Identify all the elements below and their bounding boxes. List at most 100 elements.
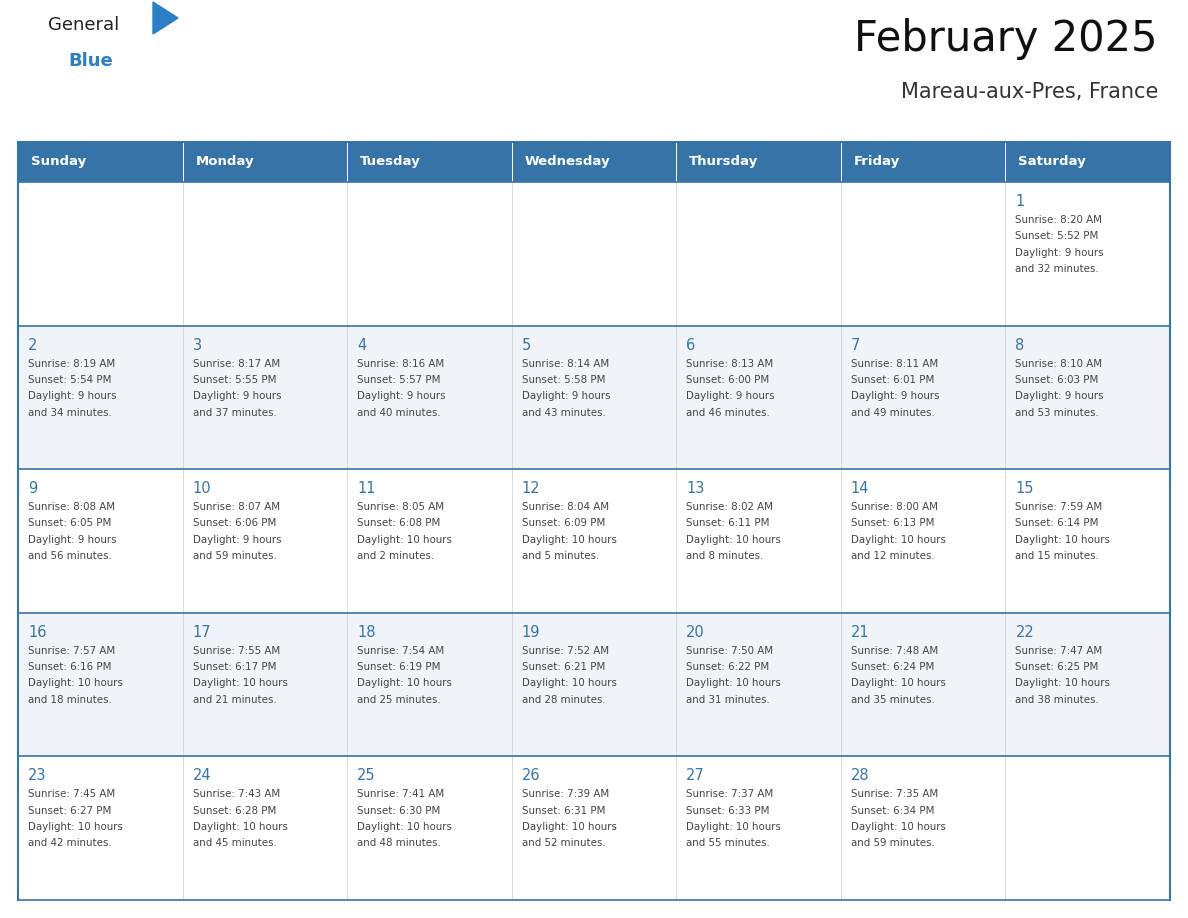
Text: and 59 minutes.: and 59 minutes. — [851, 838, 935, 848]
Bar — [512, 469, 676, 613]
Text: and 21 minutes.: and 21 minutes. — [192, 695, 276, 705]
Bar — [1005, 326, 1170, 469]
Bar — [347, 613, 512, 756]
Text: Daylight: 9 hours: Daylight: 9 hours — [522, 391, 611, 401]
Text: Daylight: 10 hours: Daylight: 10 hours — [192, 678, 287, 688]
Text: 12: 12 — [522, 481, 541, 497]
Bar — [18, 182, 183, 326]
Text: 14: 14 — [851, 481, 870, 497]
Text: 1: 1 — [1016, 194, 1025, 209]
Text: Sunday: Sunday — [31, 155, 87, 169]
Text: 7: 7 — [851, 338, 860, 353]
Text: and 55 minutes.: and 55 minutes. — [687, 838, 770, 848]
Text: Sunrise: 7:35 AM: Sunrise: 7:35 AM — [851, 789, 939, 800]
Text: Sunrise: 7:39 AM: Sunrise: 7:39 AM — [522, 789, 609, 800]
Text: Sunset: 6:16 PM: Sunset: 6:16 PM — [29, 662, 112, 672]
Text: Sunrise: 7:54 AM: Sunrise: 7:54 AM — [358, 645, 444, 655]
Text: Sunset: 6:13 PM: Sunset: 6:13 PM — [851, 519, 934, 529]
Text: and 25 minutes.: and 25 minutes. — [358, 695, 441, 705]
Bar — [512, 756, 676, 900]
Text: Sunset: 6:11 PM: Sunset: 6:11 PM — [687, 519, 770, 529]
Text: Sunrise: 8:04 AM: Sunrise: 8:04 AM — [522, 502, 608, 512]
Text: and 53 minutes.: and 53 minutes. — [1016, 408, 1099, 418]
Text: Sunset: 6:09 PM: Sunset: 6:09 PM — [522, 519, 605, 529]
Bar — [1005, 613, 1170, 756]
Text: Sunset: 6:14 PM: Sunset: 6:14 PM — [1016, 519, 1099, 529]
Bar — [841, 142, 1005, 182]
Text: Sunset: 6:25 PM: Sunset: 6:25 PM — [1016, 662, 1099, 672]
Text: Sunrise: 7:57 AM: Sunrise: 7:57 AM — [29, 645, 115, 655]
Text: and 52 minutes.: and 52 minutes. — [522, 838, 606, 848]
Text: Sunrise: 8:16 AM: Sunrise: 8:16 AM — [358, 359, 444, 369]
Text: and 48 minutes.: and 48 minutes. — [358, 838, 441, 848]
Text: 9: 9 — [29, 481, 37, 497]
Text: Sunset: 5:58 PM: Sunset: 5:58 PM — [522, 375, 605, 385]
Bar — [183, 182, 347, 326]
Bar — [676, 469, 841, 613]
Text: Sunrise: 8:07 AM: Sunrise: 8:07 AM — [192, 502, 279, 512]
Bar — [18, 613, 183, 756]
Bar — [347, 326, 512, 469]
Text: Daylight: 9 hours: Daylight: 9 hours — [358, 391, 446, 401]
Text: Sunrise: 8:11 AM: Sunrise: 8:11 AM — [851, 359, 939, 369]
Text: Sunrise: 8:08 AM: Sunrise: 8:08 AM — [29, 502, 115, 512]
Text: Sunset: 6:21 PM: Sunset: 6:21 PM — [522, 662, 605, 672]
Text: Daylight: 10 hours: Daylight: 10 hours — [687, 822, 782, 832]
Text: Daylight: 10 hours: Daylight: 10 hours — [192, 822, 287, 832]
Text: Sunrise: 7:47 AM: Sunrise: 7:47 AM — [1016, 645, 1102, 655]
Text: 13: 13 — [687, 481, 704, 497]
Text: and 35 minutes.: and 35 minutes. — [851, 695, 935, 705]
Text: 22: 22 — [1016, 625, 1035, 640]
Text: Sunset: 6:17 PM: Sunset: 6:17 PM — [192, 662, 276, 672]
Text: and 45 minutes.: and 45 minutes. — [192, 838, 277, 848]
Text: Sunset: 6:08 PM: Sunset: 6:08 PM — [358, 519, 441, 529]
Text: Sunrise: 7:55 AM: Sunrise: 7:55 AM — [192, 645, 280, 655]
Text: Sunset: 6:34 PM: Sunset: 6:34 PM — [851, 806, 934, 816]
Text: Daylight: 10 hours: Daylight: 10 hours — [851, 678, 946, 688]
Text: Daylight: 10 hours: Daylight: 10 hours — [1016, 678, 1111, 688]
Text: Friday: Friday — [854, 155, 901, 169]
Text: Sunset: 6:31 PM: Sunset: 6:31 PM — [522, 806, 605, 816]
Bar — [183, 326, 347, 469]
Bar — [676, 326, 841, 469]
Text: Daylight: 10 hours: Daylight: 10 hours — [522, 678, 617, 688]
Text: Daylight: 10 hours: Daylight: 10 hours — [687, 535, 782, 544]
Text: and 42 minutes.: and 42 minutes. — [29, 838, 112, 848]
Bar — [183, 756, 347, 900]
Text: Sunrise: 8:00 AM: Sunrise: 8:00 AM — [851, 502, 937, 512]
Bar — [676, 756, 841, 900]
Text: Sunrise: 7:37 AM: Sunrise: 7:37 AM — [687, 789, 773, 800]
Text: February 2025: February 2025 — [854, 18, 1158, 60]
Bar — [841, 613, 1005, 756]
Text: Sunrise: 8:19 AM: Sunrise: 8:19 AM — [29, 359, 115, 369]
Text: 2: 2 — [29, 338, 37, 353]
Text: 16: 16 — [29, 625, 46, 640]
Text: Sunrise: 8:02 AM: Sunrise: 8:02 AM — [687, 502, 773, 512]
Text: and 37 minutes.: and 37 minutes. — [192, 408, 277, 418]
Bar — [841, 756, 1005, 900]
Text: Daylight: 10 hours: Daylight: 10 hours — [851, 535, 946, 544]
Text: and 31 minutes.: and 31 minutes. — [687, 695, 770, 705]
Text: Daylight: 9 hours: Daylight: 9 hours — [29, 391, 116, 401]
Text: Daylight: 10 hours: Daylight: 10 hours — [29, 678, 122, 688]
Bar — [676, 142, 841, 182]
Text: Sunrise: 8:20 AM: Sunrise: 8:20 AM — [1016, 215, 1102, 225]
Text: Sunset: 6:00 PM: Sunset: 6:00 PM — [687, 375, 770, 385]
Bar — [18, 142, 183, 182]
Text: 18: 18 — [358, 625, 375, 640]
Text: Sunrise: 7:48 AM: Sunrise: 7:48 AM — [851, 645, 939, 655]
Bar — [1005, 469, 1170, 613]
Bar — [841, 469, 1005, 613]
Text: 6: 6 — [687, 338, 695, 353]
Bar — [676, 613, 841, 756]
Text: Sunrise: 7:50 AM: Sunrise: 7:50 AM — [687, 645, 773, 655]
Text: and 8 minutes.: and 8 minutes. — [687, 551, 764, 561]
Text: Thursday: Thursday — [689, 155, 758, 169]
Text: 3: 3 — [192, 338, 202, 353]
Bar — [512, 142, 676, 182]
Text: 4: 4 — [358, 338, 366, 353]
Bar — [183, 613, 347, 756]
Text: and 2 minutes.: and 2 minutes. — [358, 551, 435, 561]
Text: Sunrise: 8:13 AM: Sunrise: 8:13 AM — [687, 359, 773, 369]
Text: and 38 minutes.: and 38 minutes. — [1016, 695, 1099, 705]
